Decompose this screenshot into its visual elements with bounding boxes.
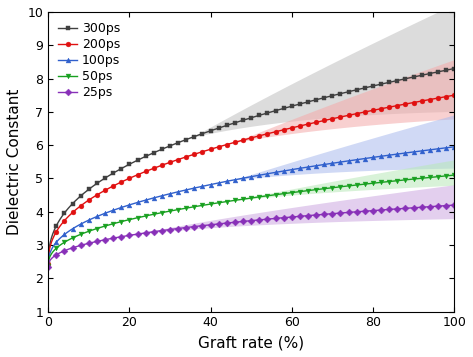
- Legend: 300ps, 200ps, 100ps, 50ps, 25ps: 300ps, 200ps, 100ps, 50ps, 25ps: [54, 18, 124, 103]
- X-axis label: Graft rate (%): Graft rate (%): [198, 335, 304, 350]
- Y-axis label: Dielectric Constant: Dielectric Constant: [7, 89, 22, 235]
